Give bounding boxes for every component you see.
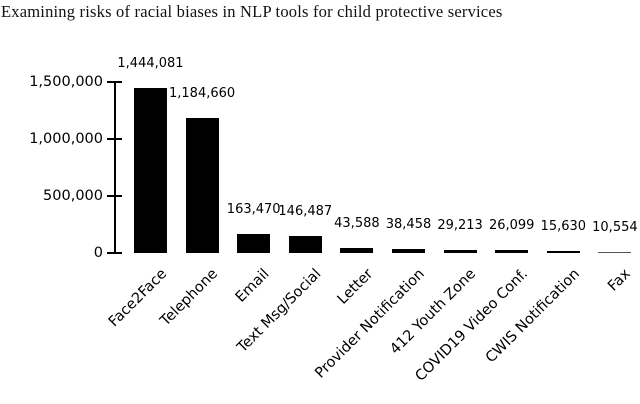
x-tick-label: CWIS Notification <box>482 266 583 367</box>
y-tick-mark <box>107 195 122 197</box>
bar-value-label: 146,487 <box>278 204 333 220</box>
bar-value-label: 10,554 <box>592 219 638 235</box>
x-tick-label: Letter <box>334 266 377 308</box>
y-tick-mark <box>107 138 122 140</box>
y-axis-line <box>114 82 116 253</box>
bar-cwis-notification <box>546 251 580 253</box>
bar-covid19-video-conf- <box>495 250 529 253</box>
bar-face2face <box>134 88 167 253</box>
bar-value-label: 29,213 <box>437 217 483 233</box>
bar-value-label: 163,470 <box>226 202 281 218</box>
chart-title: Examining risks of racial biases in NLP … <box>1 2 503 21</box>
bar-412-youth-zone <box>443 249 477 253</box>
bar-value-label: 26,099 <box>488 218 535 234</box>
y-tick-mark <box>107 252 122 254</box>
bar-value-label: 38,458 <box>385 216 432 232</box>
y-tick-mark <box>107 81 122 83</box>
x-tick-label: Fax <box>605 266 635 295</box>
x-tick-label: Email <box>233 266 274 306</box>
bar-value-label: 15,630 <box>540 219 587 235</box>
y-tick-label: 1,000,000 <box>29 130 103 147</box>
bar-text-msg-social <box>288 236 322 253</box>
y-tick-label: 500,000 <box>43 187 103 204</box>
y-tick-label: 1,500,000 <box>29 73 103 90</box>
bar-value-label: 1,184,660 <box>169 85 236 101</box>
bar-fax <box>598 251 632 253</box>
y-tick-label: 0 <box>93 244 103 261</box>
bar-letter <box>340 248 374 253</box>
bar-provider-notification <box>392 248 425 253</box>
bar-value-label: 43,588 <box>334 216 380 232</box>
bar-value-label: 1,444,081 <box>117 56 184 72</box>
bar-email <box>237 234 271 253</box>
bar-telephone <box>185 117 219 253</box>
